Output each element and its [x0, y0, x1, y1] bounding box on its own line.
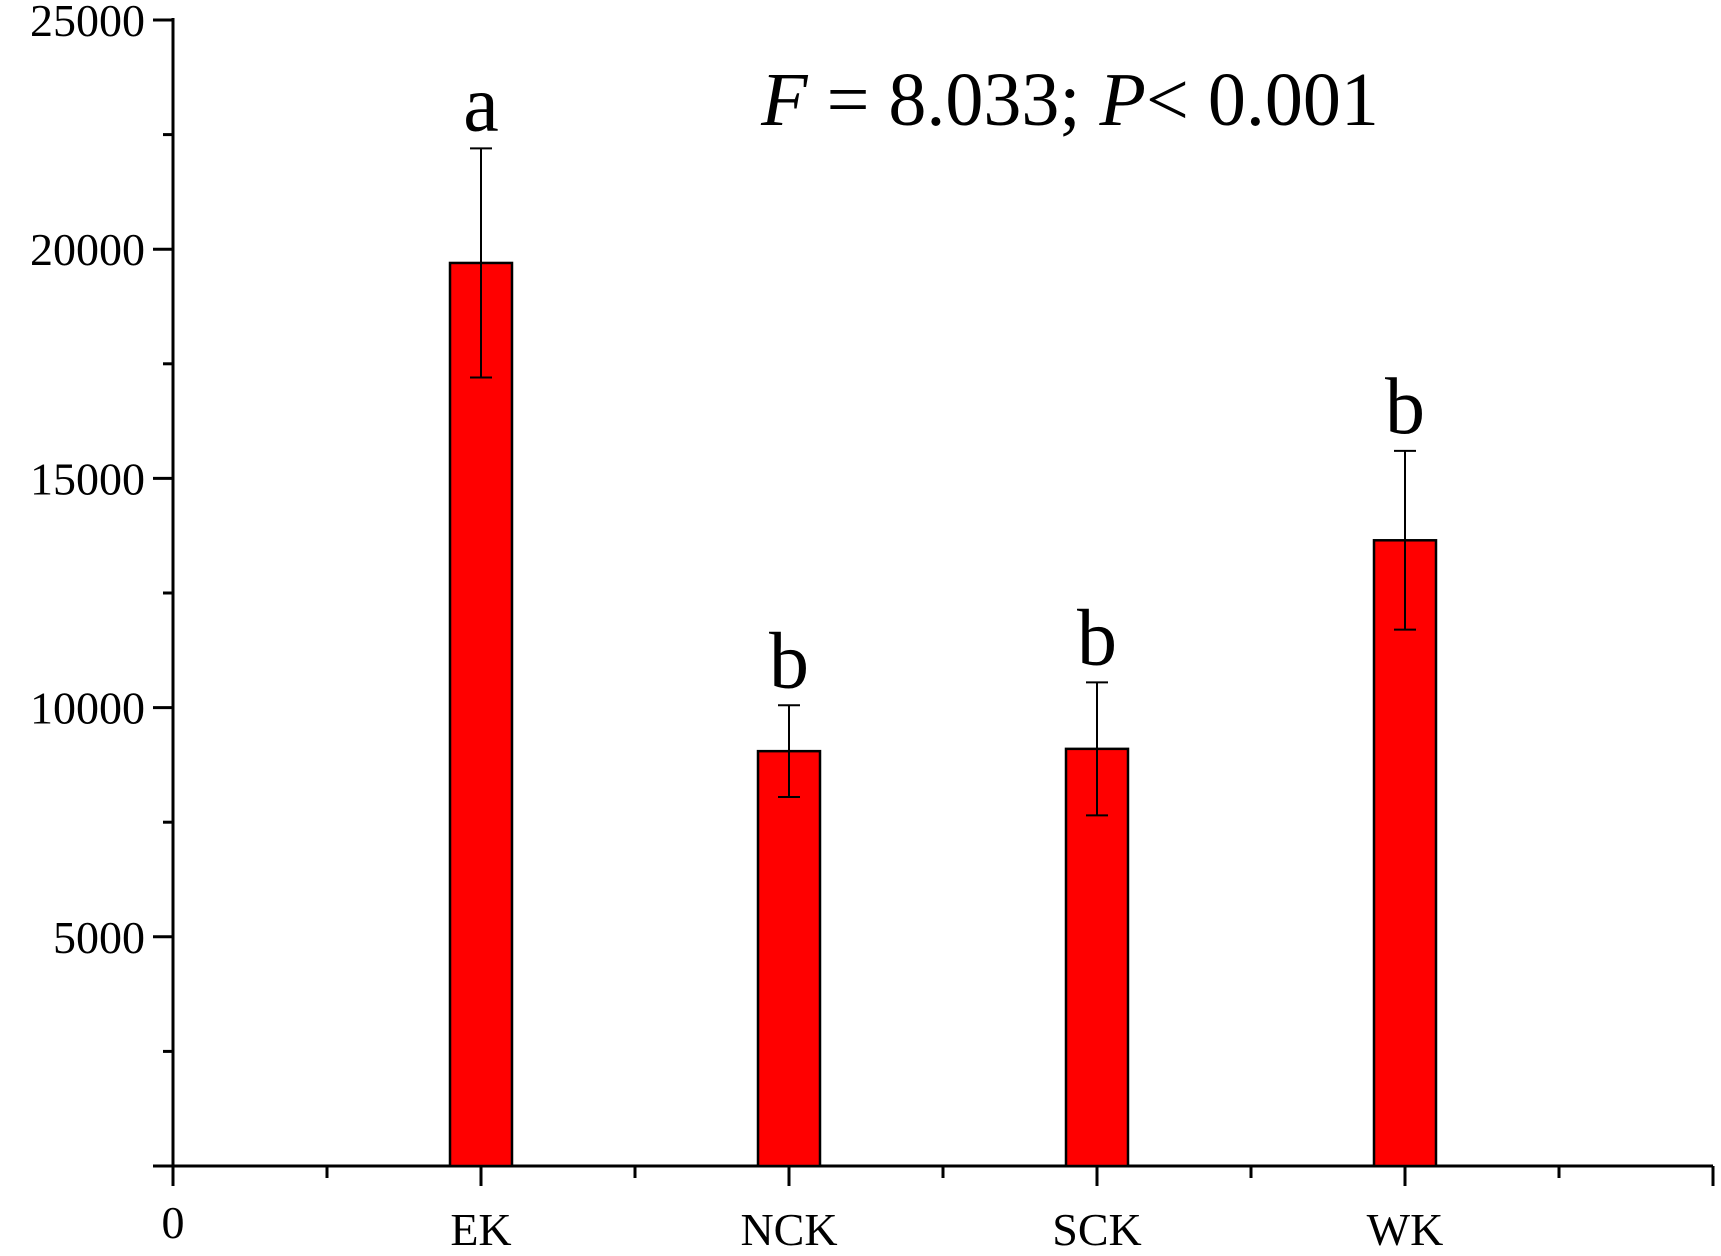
- y-tick-label: 25000: [30, 0, 145, 46]
- significance-letter: b: [1077, 594, 1117, 682]
- chart-axes: [153, 18, 1715, 1186]
- y-tick-label: 15000: [30, 453, 145, 504]
- y-tick-label: 5000: [53, 912, 145, 963]
- x-origin-label: 0: [162, 1197, 185, 1248]
- significance-letter: a: [463, 60, 499, 148]
- bar-wk: [1372, 539, 1438, 1168]
- bar-sck: [1064, 747, 1130, 1168]
- y-tick-label: 10000: [30, 683, 145, 734]
- statistics-annotation: F = 8.033; P< 0.001: [760, 58, 1379, 142]
- f-value: = 8.033;: [808, 58, 1100, 142]
- bar-ek: [448, 261, 514, 1168]
- x-category-label: EK: [450, 1204, 511, 1255]
- significance-letter: b: [1385, 363, 1425, 451]
- p-value: < 0.001: [1146, 58, 1379, 142]
- y-tick-label: 20000: [30, 224, 145, 275]
- f-symbol: F: [760, 58, 809, 142]
- chart-bars: [448, 147, 1438, 1168]
- x-category-label: WK: [1367, 1204, 1444, 1255]
- x-category-label: SCK: [1052, 1204, 1141, 1255]
- significance-letter: b: [769, 617, 809, 705]
- x-category-label: NCK: [740, 1204, 837, 1255]
- chart-labels: 5000 10000 15000 20000 25000 0 a EK b NCK b SCK b WK: [30, 0, 1443, 1255]
- p-symbol: P: [1099, 58, 1146, 142]
- bar-nck: [756, 749, 822, 1168]
